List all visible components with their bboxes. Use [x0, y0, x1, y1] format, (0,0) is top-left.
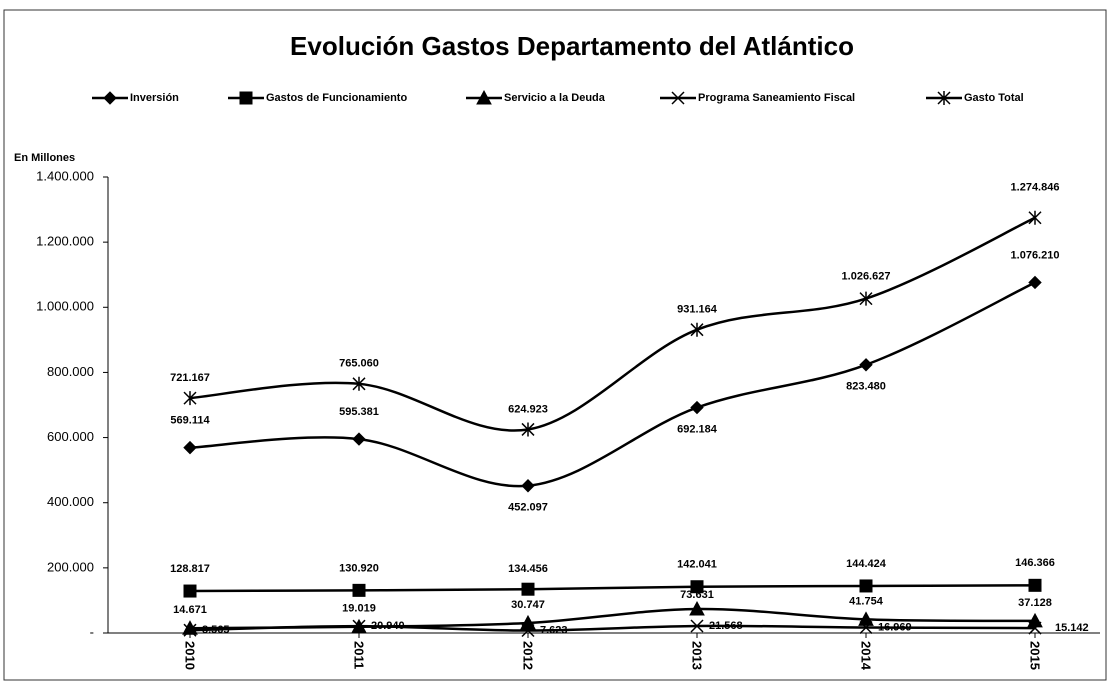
data-label: 134.456 — [508, 563, 548, 575]
data-label: 73.631 — [680, 589, 714, 601]
line — [189, 624, 1036, 632]
y-tick-label: 400.000 — [47, 494, 94, 509]
data-label: 41.754 — [849, 595, 884, 607]
marker — [859, 620, 873, 635]
marker — [937, 91, 951, 105]
data-label: 15.142 — [1055, 622, 1089, 634]
data-label: 1.274.846 — [1011, 182, 1060, 194]
marker — [183, 440, 197, 455]
marker — [521, 623, 535, 638]
x-tick-label: 2010 — [183, 641, 198, 670]
marker — [1028, 210, 1042, 225]
y-tick-label: 800.000 — [47, 364, 94, 379]
y-tick-label: 1.000.000 — [36, 299, 94, 314]
marker — [859, 358, 873, 372]
marker — [858, 611, 874, 626]
data-label: 144.424 — [846, 558, 887, 570]
marker — [859, 291, 873, 306]
legend-label: Servicio a la Deuda — [504, 92, 606, 104]
data-label: 19.019 — [342, 603, 376, 615]
marker — [183, 391, 197, 406]
data-label: 30.747 — [511, 599, 545, 611]
marker — [690, 322, 704, 337]
marker — [183, 584, 197, 598]
marker — [859, 579, 873, 593]
chart-title: Evolución Gastos Departamento del Atlánt… — [290, 31, 854, 61]
x-tick-label: 2011 — [352, 641, 367, 669]
x-tick-label: 2014 — [859, 641, 874, 671]
marker — [690, 619, 704, 633]
data-label: 1.076.210 — [1011, 249, 1060, 261]
marker — [690, 580, 704, 594]
data-label: 823.480 — [846, 381, 886, 393]
y-tick-label: 1.400.000 — [36, 168, 94, 183]
data-label: 931.164 — [677, 304, 718, 316]
x-tick-label: 2015 — [1028, 641, 1043, 670]
data-label: 595.381 — [339, 406, 379, 418]
data-label: 16.969 — [878, 621, 912, 633]
marker — [239, 91, 253, 105]
marker — [521, 422, 535, 437]
marker — [352, 432, 366, 446]
data-label: 130.920 — [339, 562, 379, 574]
marker — [521, 479, 535, 493]
data-label: 37.128 — [1018, 597, 1052, 609]
marker — [476, 89, 492, 105]
y-tick-label: 600.000 — [47, 429, 94, 444]
data-label: 146.366 — [1015, 557, 1055, 569]
data-label: 569.114 — [170, 415, 210, 427]
y-tick-label: 1.200.000 — [36, 234, 94, 249]
marker — [1028, 275, 1042, 290]
marker — [352, 619, 366, 633]
marker — [352, 583, 366, 597]
line — [189, 584, 1036, 593]
line — [189, 216, 1036, 432]
marker — [1028, 621, 1042, 635]
data-label: 8.565 — [202, 624, 230, 636]
line — [189, 281, 1036, 488]
data-label: 21.568 — [709, 620, 743, 632]
data-label: 765.060 — [339, 358, 379, 370]
data-label: 692.184 — [677, 423, 718, 435]
data-label: 14.671 — [173, 604, 207, 616]
data-label: 128.817 — [170, 563, 210, 575]
marker — [1028, 578, 1042, 592]
chart-frame — [3, 9, 1107, 681]
y-tick-label: - — [90, 624, 94, 639]
marker — [671, 91, 685, 105]
marker — [103, 91, 117, 105]
data-label: 142.041 — [677, 559, 717, 571]
x-tick-label: 2012 — [521, 641, 536, 670]
data-label: 721.167 — [170, 372, 210, 384]
marker — [689, 600, 705, 616]
legend-label: Programa Saneamiento Fiscal — [698, 92, 855, 104]
data-label: 1.026.627 — [842, 271, 891, 283]
data-label: 7.623 — [540, 624, 568, 636]
legend-label: Gasto Total — [964, 92, 1024, 104]
data-label: 624.923 — [508, 403, 548, 415]
marker — [521, 582, 535, 596]
data-label: 20.940 — [371, 620, 405, 632]
legend-label: Inversión — [130, 92, 179, 104]
y-tick-label: 200.000 — [47, 559, 94, 574]
marker — [690, 400, 704, 415]
marker — [520, 614, 536, 630]
marker — [352, 376, 366, 391]
data-label: 452.097 — [508, 502, 548, 514]
x-tick-label: 2013 — [690, 641, 705, 670]
marker — [183, 623, 197, 637]
y-axis-label: En Millones — [14, 152, 75, 164]
legend-label: Gastos de Funcionamiento — [266, 92, 407, 104]
